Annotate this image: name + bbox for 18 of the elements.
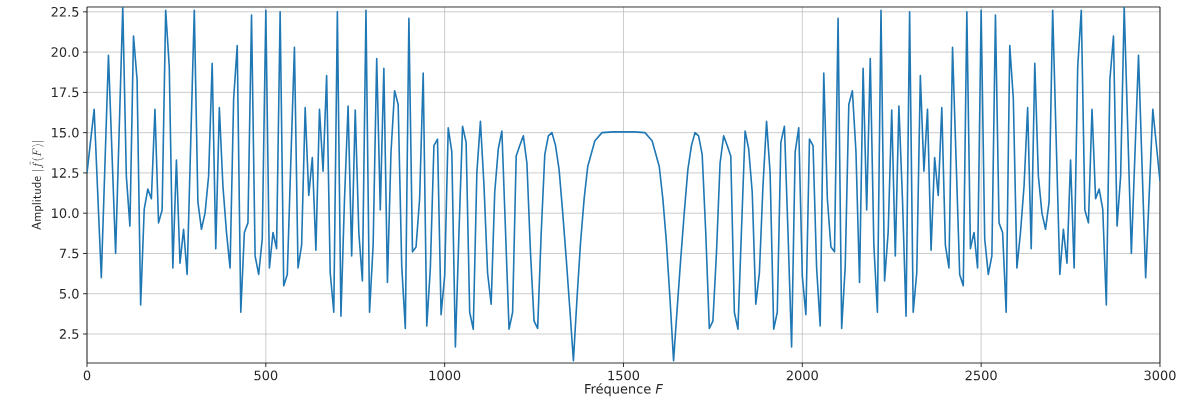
y-tick-label: 7.5	[59, 248, 79, 259]
y-tick-label: 10.0	[52, 208, 79, 219]
y-tick-label: 17.5	[52, 87, 79, 98]
y-tick-label: 12.5	[52, 168, 79, 178]
x-tick-label: 500	[254, 370, 278, 381]
x-tick-label: 3000	[1144, 370, 1176, 381]
y-tick-label: 2.5	[59, 329, 79, 339]
y-tick-label: 5.0	[59, 288, 79, 299]
x-tick-label: 2500	[965, 370, 997, 381]
x-tick-label: 2000	[786, 370, 818, 381]
y-axis-title: $\mathsf{Amplitude}\ |\hat{f}(F)|$	[29, 141, 44, 230]
y-tick-label: 20.0	[51, 47, 79, 57]
y-tick-label: 22.5	[51, 6, 79, 17]
x-axis-title: Fréquence F	[585, 383, 663, 397]
y-tick-label: 15.0	[52, 127, 79, 138]
x-tick-label: 1500	[608, 370, 640, 381]
x-tick-label: 1000	[429, 370, 461, 381]
x-tick-label: 0	[83, 370, 91, 381]
